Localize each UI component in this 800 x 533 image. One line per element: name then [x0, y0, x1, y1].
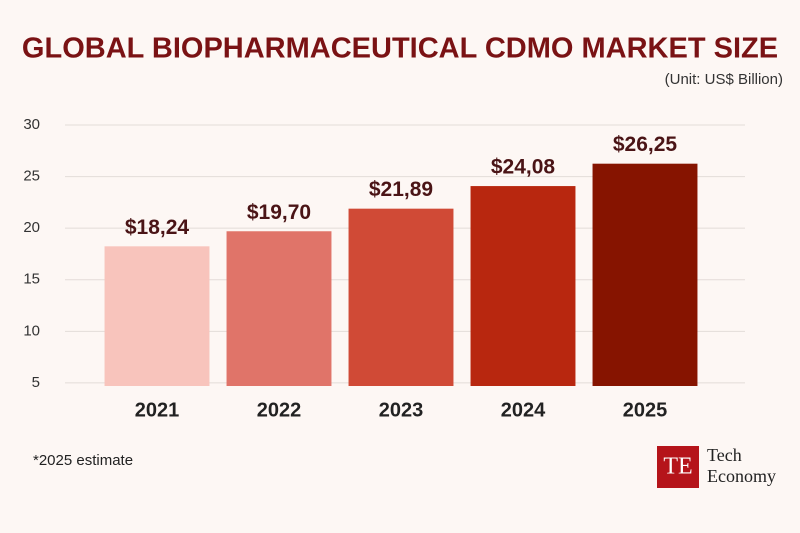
value-label: $24,08	[491, 156, 556, 179]
x-tick-label: 2023	[379, 399, 424, 421]
value-label: $26,25	[613, 133, 678, 156]
footnote: *2025 estimate	[33, 452, 133, 469]
chart-subtitle: (Unit: US$ Billion)	[665, 71, 783, 88]
bar	[226, 231, 332, 386]
logo-mark-box	[657, 446, 699, 488]
bar	[348, 208, 454, 386]
x-tick-label: 2025	[623, 399, 668, 421]
logo-text: Tech	[707, 445, 742, 465]
chart-title: GLOBAL BIOPHARMACEUTICAL CDMO MARKET SIZ…	[22, 33, 778, 65]
y-tick-label: 5	[32, 374, 40, 391]
logo-mark: TE	[663, 454, 692, 480]
y-tick-label: 30	[23, 116, 40, 133]
y-tick-label: 20	[23, 219, 40, 236]
bar	[104, 246, 210, 386]
value-label: $21,89	[369, 178, 433, 201]
bar	[470, 186, 576, 386]
bar	[592, 163, 698, 386]
x-tick-label: 2024	[501, 399, 546, 421]
y-tick-label: 15	[23, 271, 40, 288]
logo-text: Economy	[707, 466, 776, 486]
x-tick-label: 2022	[257, 399, 302, 421]
value-label: $19,70	[247, 201, 311, 224]
value-label: $18,24	[125, 216, 190, 239]
y-tick-label: 10	[23, 322, 40, 339]
x-tick-label: 2021	[135, 399, 180, 421]
y-tick-label: 25	[23, 168, 40, 185]
